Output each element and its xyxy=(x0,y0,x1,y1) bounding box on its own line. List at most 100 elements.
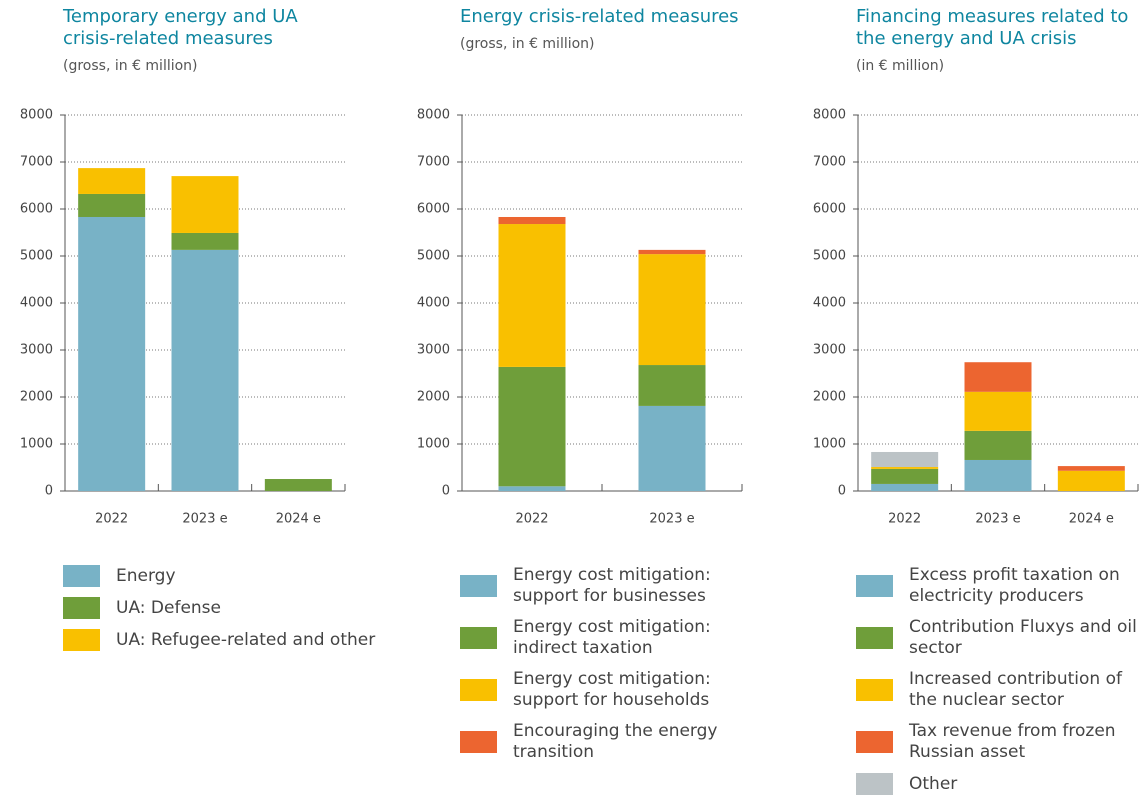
legend: Energy UA: Defense UA: Refugee-related and… xyxy=(63,565,416,651)
y-tick-label: 4000 xyxy=(813,296,846,311)
bar-segment xyxy=(871,451,939,468)
chart-subtitle: (in € million) xyxy=(856,58,945,74)
x-tick-label: 2024 e xyxy=(1069,512,1114,527)
legend-label: Energy xyxy=(116,565,176,586)
legend-label: Excess profit taxation on electricity pr… xyxy=(909,565,1120,606)
legend-item: Energy cost mitigation: indirect taxatio… xyxy=(460,617,753,659)
legend-swatch xyxy=(460,627,497,649)
y-tick-label: 3000 xyxy=(417,343,450,358)
bar-segment xyxy=(638,254,706,366)
y-tick-label: 6000 xyxy=(813,202,846,217)
y-tick-label: 0 xyxy=(442,484,450,499)
legend-item: UA: Refugee-related and other xyxy=(63,629,416,651)
legend-item: Excess profit taxation on electricity pr… xyxy=(856,565,1139,607)
legend-swatch xyxy=(63,629,100,651)
y-tick-label: 2000 xyxy=(20,390,53,405)
chart-title: Temporary energy and UA crisis-related m… xyxy=(63,6,298,49)
bar-segment xyxy=(638,405,706,491)
bar-segment xyxy=(964,459,1032,491)
y-tick-label: 0 xyxy=(45,484,53,499)
legend-item: Tax revenue from frozen Russian asset xyxy=(856,721,1139,763)
legend-label: Energy cost mitigation: support for busi… xyxy=(513,565,711,606)
bar-segment xyxy=(1057,470,1125,491)
bar-segment xyxy=(498,366,566,487)
bar-segment xyxy=(78,216,146,492)
x-tick-label: 2023 e xyxy=(182,512,227,527)
legend-swatch xyxy=(856,679,893,701)
y-tick-label: 4000 xyxy=(417,296,450,311)
x-tick-label: 2022 xyxy=(888,512,921,527)
legend-swatch xyxy=(63,565,100,587)
y-tick-label: 7000 xyxy=(20,155,53,170)
y-tick-label: 0 xyxy=(838,484,846,499)
legend-label: Encouraging the energy transition xyxy=(513,721,718,762)
legend-label: UA: Defense xyxy=(116,597,221,618)
bar-segment xyxy=(871,468,939,484)
chart-title: Financing measures related to the energy… xyxy=(856,6,1129,49)
x-tick-label: 2024 e xyxy=(276,512,321,527)
legend-swatch xyxy=(856,627,893,649)
y-tick-label: 3000 xyxy=(20,343,53,358)
bar-segment xyxy=(1057,466,1125,471)
y-tick-label: 5000 xyxy=(417,249,450,264)
bar-segment xyxy=(498,216,566,225)
legend-swatch xyxy=(63,597,100,619)
legend-label: Tax revenue from frozen Russian asset xyxy=(909,721,1116,762)
legend-item: Energy cost mitigation: support for busi… xyxy=(460,565,753,607)
legend-swatch xyxy=(856,731,893,753)
bar-segment xyxy=(78,168,146,194)
y-tick-label: 5000 xyxy=(813,249,846,264)
y-tick-label: 3000 xyxy=(813,343,846,358)
legend-item: Energy xyxy=(63,565,416,587)
bar-segment xyxy=(638,365,706,406)
legend-item: UA: Defense xyxy=(63,597,416,619)
legend-swatch xyxy=(460,575,497,597)
bar-segment xyxy=(171,176,239,233)
y-tick-label: 1000 xyxy=(20,437,53,452)
bar-segment xyxy=(498,486,566,491)
legend-label: UA: Refugee-related and other xyxy=(116,629,376,650)
bar-segment xyxy=(964,362,1032,392)
y-tick-label: 8000 xyxy=(813,108,846,123)
legend-label: Contribution Fluxys and oil sector xyxy=(909,617,1137,658)
bar-segment xyxy=(964,430,1032,460)
chart-subtitle: (gross, in € million) xyxy=(63,58,198,74)
legend-label: Energy cost mitigation: indirect taxatio… xyxy=(513,617,711,658)
legend: Energy cost mitigation: support for busi… xyxy=(460,565,753,763)
legend-item: Energy cost mitigation: support for hous… xyxy=(460,669,753,711)
bar-segment xyxy=(964,391,1032,431)
legend-swatch xyxy=(856,773,893,795)
y-tick-label: 6000 xyxy=(20,202,53,217)
y-tick-label: 4000 xyxy=(20,296,53,311)
legend-item: Encouraging the energy transition xyxy=(460,721,753,763)
bar-segment xyxy=(264,479,332,491)
bar-segment xyxy=(171,249,239,491)
y-tick-label: 1000 xyxy=(417,437,450,452)
y-tick-label: 8000 xyxy=(20,108,53,123)
y-tick-label: 1000 xyxy=(813,437,846,452)
legend-item: Contribution Fluxys and oil sector xyxy=(856,617,1139,659)
x-tick-label: 2023 e xyxy=(649,512,694,527)
bar-segment xyxy=(871,467,939,469)
y-tick-label: 7000 xyxy=(417,155,450,170)
x-tick-label: 2022 xyxy=(515,512,548,527)
y-tick-label: 2000 xyxy=(417,390,450,405)
bar-segment xyxy=(171,232,239,250)
legend-swatch xyxy=(856,575,893,597)
legend-swatch xyxy=(460,679,497,701)
chart-title: Energy crisis-related measures xyxy=(460,6,739,27)
legend-item: Other xyxy=(856,773,1139,795)
y-tick-label: 8000 xyxy=(417,108,450,123)
chart-subtitle: (gross, in € million) xyxy=(460,36,595,52)
plots: 0 1000 2000 3000 4000 5000 6000 7000 8000 2022 202… xyxy=(20,108,1139,527)
y-tick-label: 6000 xyxy=(417,202,450,217)
y-tick-label: 2000 xyxy=(813,390,846,405)
bar-segment xyxy=(498,224,566,367)
legend: Excess profit taxation on electricity pr… xyxy=(856,565,1139,795)
legend-label: Other xyxy=(909,773,958,794)
bar-segment xyxy=(638,249,706,255)
legend-swatch xyxy=(460,731,497,753)
legend-label: Increased contribution of the nuclear se… xyxy=(909,669,1122,710)
bar-segment xyxy=(871,483,939,491)
